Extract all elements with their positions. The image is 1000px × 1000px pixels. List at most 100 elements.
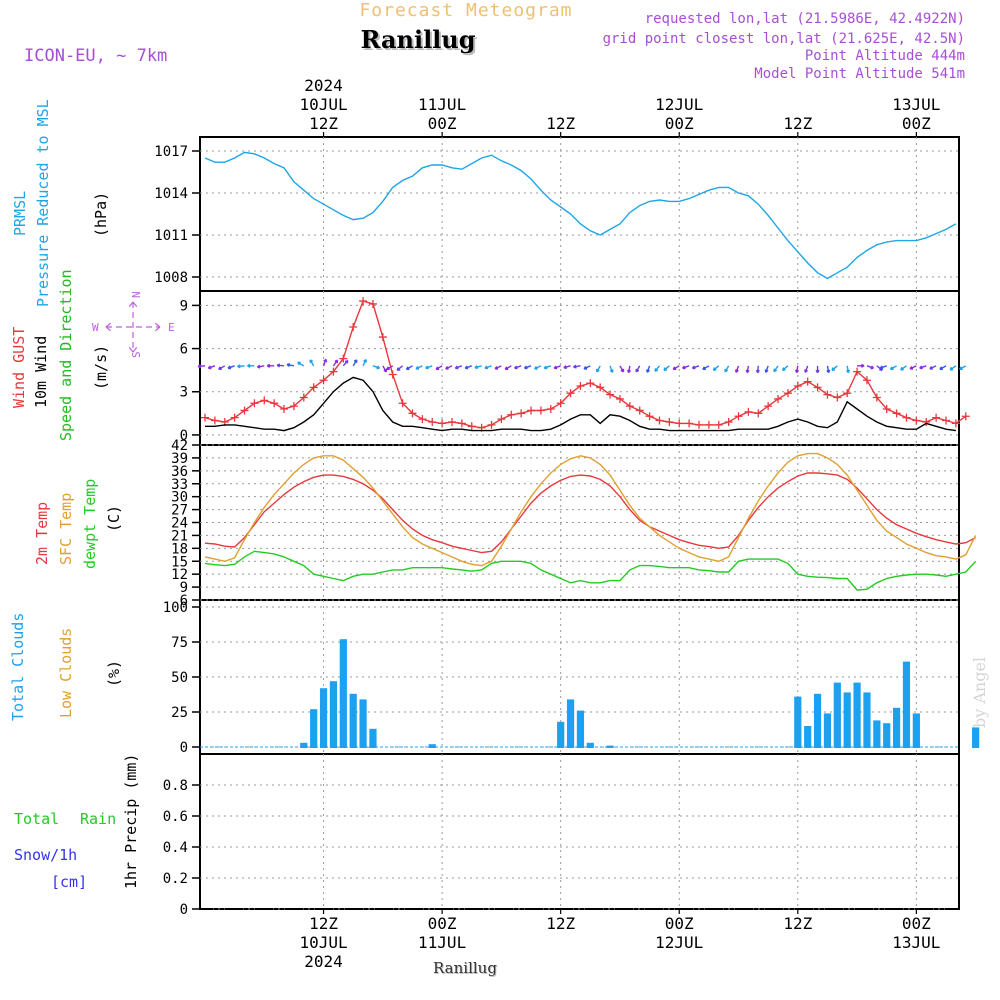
wind-arrow [845, 365, 851, 374]
wind-arrow [266, 363, 275, 368]
info-point-altitude: Point Altitude 444m [805, 48, 965, 64]
cloud-bar [310, 709, 318, 748]
cloud-bar [873, 720, 881, 748]
wind-y-ticks: 0 3 6 9 [180, 298, 200, 444]
gust-marker [339, 354, 348, 363]
cloud-bar [349, 693, 357, 748]
wind-arrow [464, 365, 472, 370]
cloud-bar [359, 699, 367, 748]
cloud-bar [339, 639, 347, 748]
y-tick-label: 21 [171, 528, 188, 544]
wind-arrow [573, 364, 581, 369]
gust-marker [448, 417, 456, 426]
y-tick-label: 0 [180, 428, 188, 444]
wind-arrow [794, 365, 800, 374]
wind-arrow [514, 365, 522, 370]
label-1hr-precip: 1hr Precip (mm) [122, 754, 140, 889]
gust-marker [665, 417, 674, 426]
wind-arrow [745, 365, 750, 374]
temp-panel-labels: 2m Temp SFC Temp dewpt Temp (C) [33, 479, 123, 569]
label-cm: [cm] [51, 873, 87, 891]
gust-marker [635, 406, 644, 415]
time-axis-label: 12Z [546, 114, 575, 133]
wind-arrow [474, 365, 482, 370]
y-tick-label: 12 [171, 567, 188, 583]
y-tick-label: 36 [171, 464, 188, 480]
cloud-bar [794, 696, 802, 748]
compass-s: S [130, 351, 143, 358]
label-celsius: (C) [105, 505, 123, 532]
cloud-bar [972, 727, 980, 748]
cloud-bar [369, 728, 377, 748]
y-tick-label: 25 [171, 705, 188, 721]
label-wind-gust: Wind GUST [10, 327, 28, 408]
wind-arrow [372, 365, 381, 370]
gust-marker [388, 370, 397, 379]
wind-arrow [627, 365, 632, 374]
gust-marker [418, 415, 427, 424]
wind-arrow [534, 365, 542, 370]
temp2m-line [204, 472, 976, 554]
gust-line [204, 300, 967, 429]
gust-marker [428, 417, 437, 426]
wind-arrow [672, 365, 680, 370]
wind-arrow [691, 365, 700, 370]
gust-marker [408, 409, 417, 418]
label-pressure-msl: Pressure Reduced to MSL [34, 99, 52, 307]
wind-compass: W E N S [92, 291, 175, 358]
wind-arrow [237, 364, 245, 369]
gust-marker [250, 399, 259, 408]
wind-arrow [879, 365, 887, 370]
time-axis-label: 00Z [665, 914, 694, 933]
y-tick-label: 6 [180, 342, 188, 358]
wind-arrow [815, 365, 820, 374]
gust-marker [359, 297, 368, 306]
y-tick-label: 9 [180, 580, 188, 596]
gust-marker [675, 419, 684, 428]
gust-marker [309, 383, 318, 392]
gust-marker [201, 413, 209, 422]
wind-arrow [712, 365, 720, 371]
label-dewpt-temp: dewpt Temp [81, 479, 99, 569]
pressure-y-ticks: 1008 1011 1014 1017 [154, 144, 200, 286]
gust-marker [606, 390, 615, 399]
gust-marker [280, 405, 289, 414]
wind-arrow [256, 364, 265, 369]
wind-arrow [352, 359, 358, 367]
time-axis-label: 10JUL [299, 95, 347, 114]
precip-panel-labels: Total Rain Snow/1h [cm] 1hr Precip (mm) [14, 754, 140, 891]
temperature-series [204, 452, 977, 591]
y-tick-label: 0.2 [163, 871, 188, 887]
precip-panel-frame [199, 753, 960, 910]
y-tick-label: 1017 [154, 144, 188, 160]
gust-marker [497, 415, 506, 424]
y-tick-label: 9 [180, 298, 188, 314]
time-axis-label: 00Z [428, 914, 457, 933]
compass-w: W [92, 321, 99, 334]
wind-series [201, 297, 970, 432]
y-tick-label: 30 [171, 490, 188, 506]
cloud-bar [576, 710, 585, 748]
grid-lines [200, 137, 959, 910]
watermark: by Angel [970, 657, 989, 728]
gust-marker [774, 394, 783, 403]
gust-marker [685, 419, 694, 428]
wind-arrow [309, 359, 315, 367]
gust-marker [378, 333, 387, 342]
precip-y-ticks: 0 0.2 0.4 0.6 0.8 [163, 778, 200, 918]
gust-marker [438, 419, 447, 428]
wind-arrow [227, 365, 235, 370]
gust-marker [853, 367, 862, 376]
wind-arrow [286, 363, 295, 368]
wind-arrow [889, 365, 897, 370]
y-tick-label: 0 [180, 740, 188, 756]
time-axis-label: 13JUL [892, 95, 940, 114]
cloud-bar [813, 693, 822, 748]
wind-arrow [362, 358, 367, 367]
wind-arrow [247, 363, 255, 368]
wind-arrow [494, 365, 502, 370]
gust-marker [764, 402, 773, 411]
info-requested: requested lon,lat (21.5986E, 42.4922N) [645, 11, 965, 27]
gust-marker [961, 412, 970, 421]
